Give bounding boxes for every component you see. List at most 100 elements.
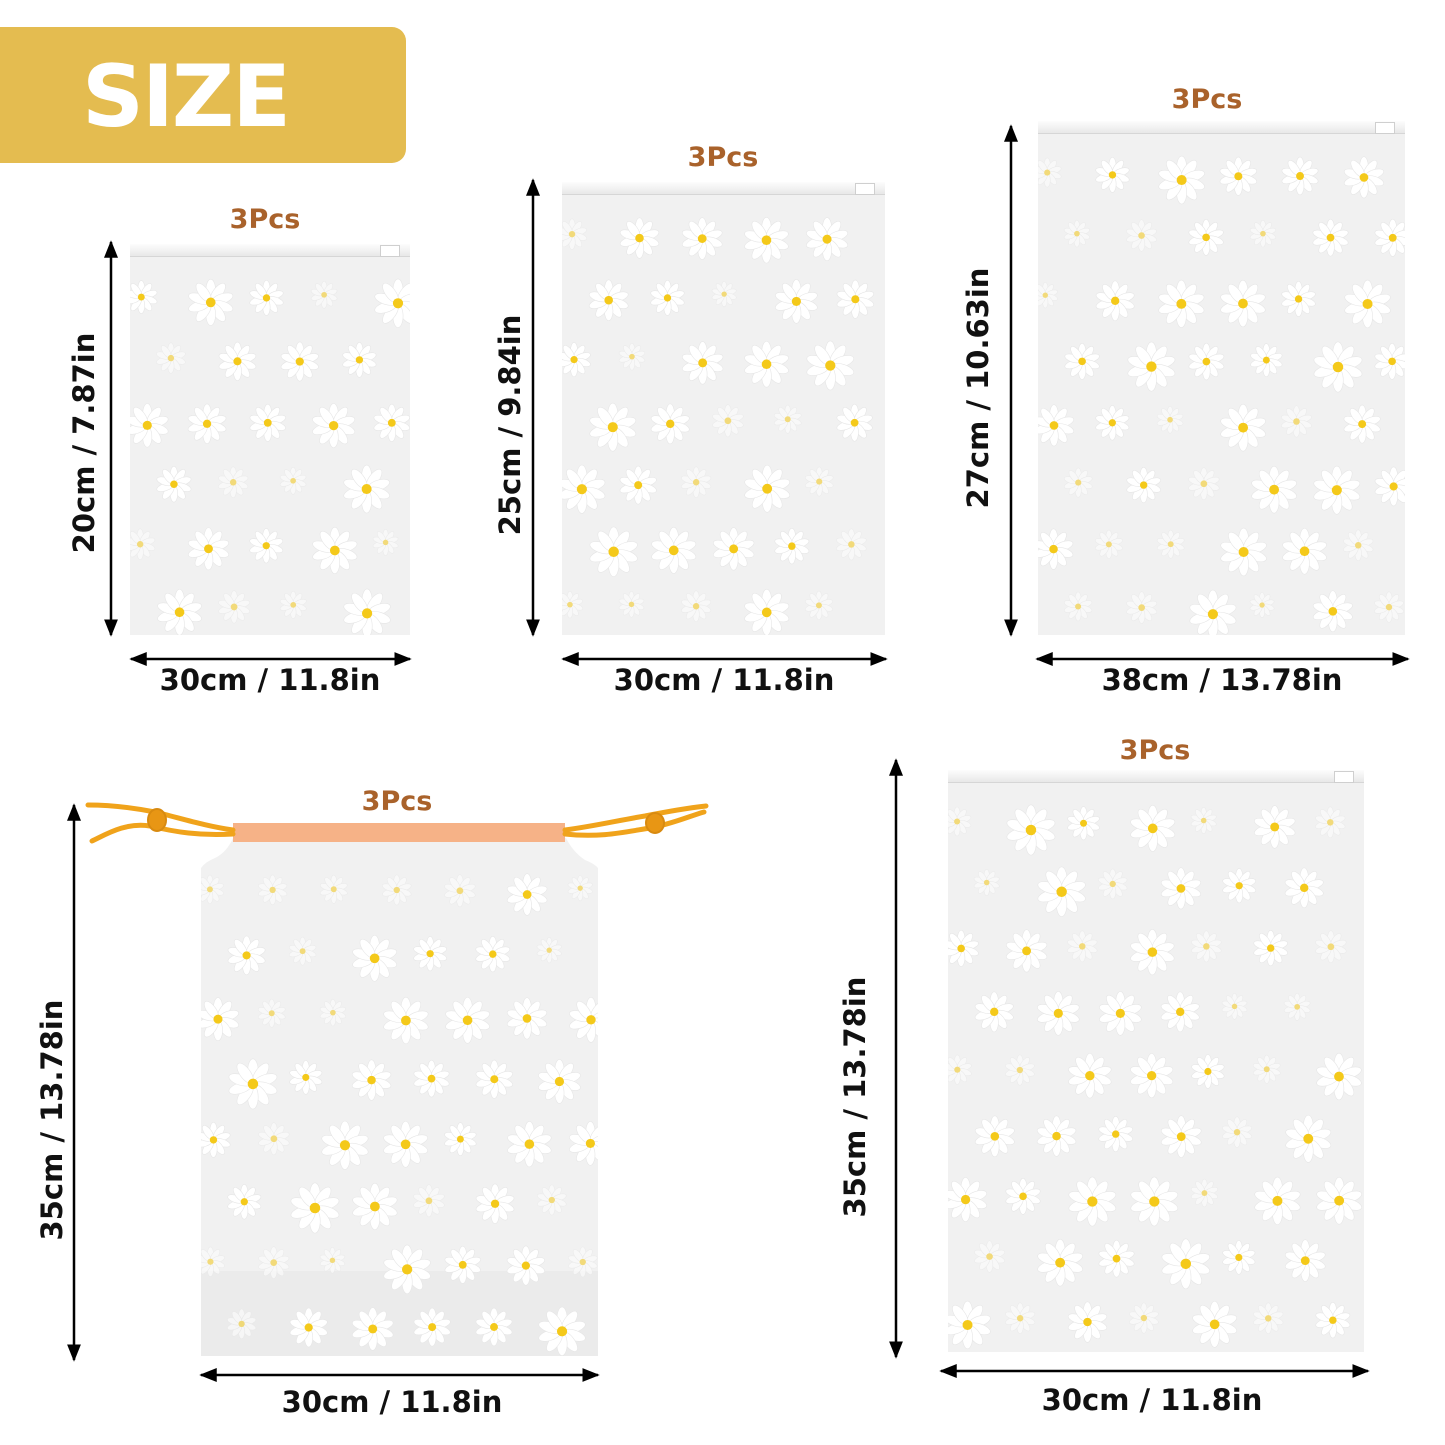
drawstring-bag-height-label: 35cm / 13.78in	[35, 999, 69, 1241]
daisy-icon	[444, 1122, 477, 1156]
daisy-icon	[319, 998, 347, 1027]
daisy-icon	[413, 936, 447, 972]
daisy-icon	[806, 340, 855, 391]
daisy-icon	[973, 868, 1000, 897]
daisy-icon	[258, 1122, 290, 1156]
daisy-icon	[1129, 1302, 1159, 1334]
daisy-icon	[1374, 466, 1405, 507]
daisy-icon	[1220, 527, 1267, 577]
daisy-icon	[562, 464, 606, 514]
small-bag-width-label: 30cm / 11.8in	[159, 663, 381, 697]
daisy-icon	[974, 1240, 1005, 1273]
daisy-icon	[310, 280, 338, 309]
daisy-icon	[1254, 1176, 1301, 1226]
daisy-icon	[1220, 279, 1266, 328]
daisy-icon	[1068, 1176, 1117, 1227]
daisy-icon	[836, 403, 873, 442]
drawstring-bag-body	[201, 838, 598, 1356]
daisy-icon	[1315, 1302, 1351, 1339]
daisy-icon	[475, 1059, 513, 1099]
daisy-icon	[1253, 930, 1288, 967]
daisy-icon	[506, 1245, 545, 1286]
daisy-icon	[1098, 1239, 1135, 1278]
daisy-icon	[188, 278, 234, 326]
daisy-icon	[1343, 156, 1385, 199]
large-bag-quantity: 3Pcs	[1171, 84, 1243, 115]
daisy-icon	[1190, 806, 1217, 835]
zipper-pull	[1334, 771, 1354, 783]
daisy-icon	[1094, 529, 1123, 559]
daisy-icon	[218, 341, 257, 381]
daisy-icon	[156, 465, 192, 503]
daisy-icon	[1315, 930, 1347, 964]
daisy-icon	[130, 403, 169, 448]
zipper	[948, 770, 1364, 783]
daisy-icon	[1038, 282, 1058, 309]
daisy-icon	[618, 591, 645, 618]
zipper-pull	[380, 245, 400, 257]
daisy-icon	[1160, 867, 1201, 910]
daisy-icon	[713, 527, 755, 571]
daisy-icon	[1161, 1238, 1210, 1290]
daisy-icon	[475, 936, 511, 973]
daisy-icon	[1064, 342, 1100, 380]
large-bag-width-label: 38cm / 13.78in	[1101, 663, 1343, 697]
daisy-icon	[1191, 1054, 1225, 1089]
daisy-icon	[1219, 156, 1258, 196]
zipper	[1038, 121, 1405, 134]
daisy-icon	[1282, 527, 1327, 575]
drawstring-bag-width-label: 30cm / 11.8in	[281, 1385, 503, 1419]
daisy-icon	[249, 403, 286, 442]
daisy-icon	[279, 466, 307, 495]
daisy-icon	[974, 991, 1014, 1033]
daisy-icon	[383, 996, 429, 1045]
daisy-icon	[836, 279, 874, 319]
daisy-icon	[1192, 1300, 1237, 1348]
daisy-icon	[681, 466, 712, 498]
daisy-icon	[1095, 405, 1130, 441]
daisy-icon	[1284, 867, 1324, 909]
daisy-icon	[1068, 1053, 1112, 1099]
daisy-icon	[1063, 219, 1091, 248]
daisy-icon	[562, 590, 584, 619]
daisy-icon	[651, 526, 697, 574]
daisy-icon	[445, 996, 490, 1044]
daisy-icon	[1253, 1302, 1284, 1335]
daisy-icon	[1098, 1116, 1133, 1153]
daisy-icon	[156, 342, 186, 374]
daisy-icon	[475, 1307, 513, 1347]
daisy-icon	[1312, 218, 1349, 257]
daisy-icon	[258, 1246, 290, 1279]
daisy-icon	[1158, 155, 1205, 205]
daisy-icon	[1285, 1114, 1332, 1163]
daisy-icon	[444, 1245, 481, 1284]
daisy-icon	[744, 216, 789, 264]
daisy-icon	[201, 1122, 231, 1158]
daisy-icon	[562, 342, 591, 378]
daisy-icon	[1284, 1239, 1326, 1282]
daisy-icon	[1312, 590, 1353, 633]
daisy-icon	[257, 998, 286, 1028]
daisy-icon	[352, 1182, 398, 1231]
daisy-icon	[342, 342, 377, 378]
daisy-icon	[1281, 156, 1319, 196]
daisy-icon	[804, 466, 834, 497]
daisy-icon	[1281, 281, 1316, 317]
daisy-icon	[1063, 591, 1093, 622]
daisy-icon	[352, 1307, 394, 1351]
daisy-icon	[227, 1308, 257, 1340]
daisy-icon	[1005, 1054, 1035, 1086]
daisy-icon	[1343, 529, 1374, 562]
daisy-icon	[312, 526, 358, 574]
daisy-pattern	[562, 216, 874, 635]
daisy-icon	[289, 1060, 323, 1095]
small-zipper-bag	[130, 244, 410, 635]
daisy-icon	[618, 342, 646, 371]
daisy-icon	[1190, 1178, 1219, 1208]
daisy-icon	[227, 1184, 262, 1220]
daisy-icon	[1160, 991, 1200, 1033]
daisy-icon	[650, 280, 685, 316]
daisy-icon	[187, 403, 227, 444]
daisy-icon	[218, 590, 250, 624]
daisy-icon	[321, 1120, 369, 1170]
